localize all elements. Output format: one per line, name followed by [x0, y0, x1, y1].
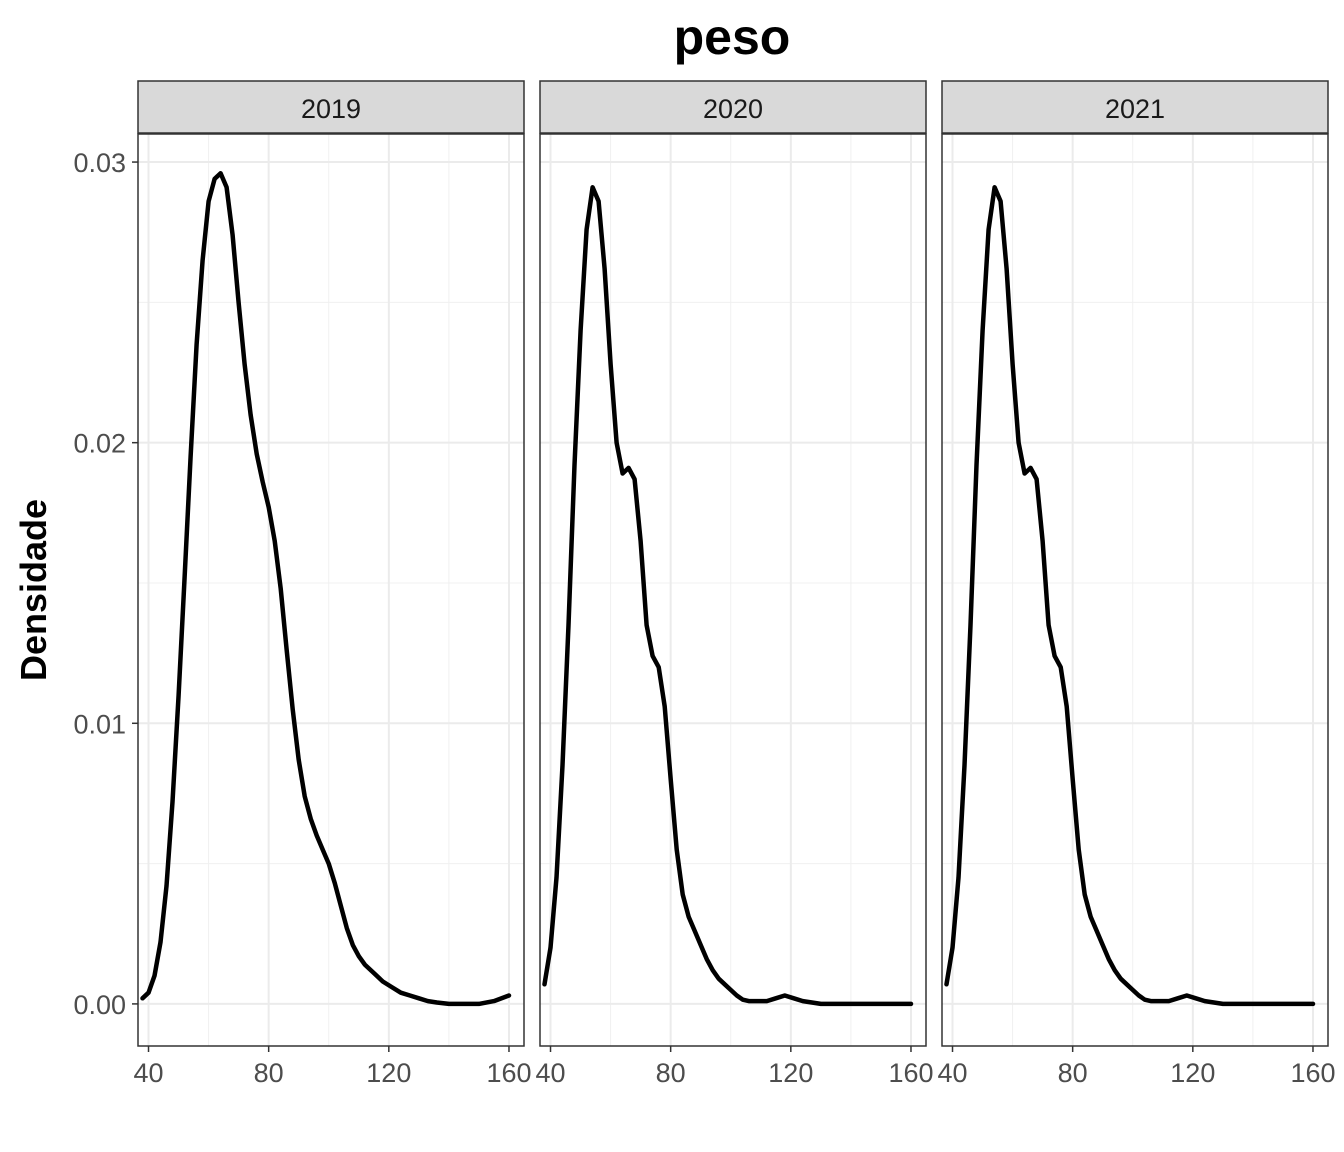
x-tick-label: 80: [1058, 1058, 1088, 1088]
x-tick-label: 120: [1170, 1058, 1215, 1088]
panel-background: [540, 134, 926, 1046]
facet-strip-label: 2021: [1105, 94, 1165, 124]
facet-strip: [137, 80, 525, 134]
x-tick-label: 40: [133, 1058, 163, 1088]
x-tick-label: 160: [486, 1058, 531, 1088]
facet-strip-label: 2019: [301, 94, 361, 124]
y-tick-label: 0.01: [73, 709, 126, 739]
facet-panel-2020: 2020 40 80 120 160: [535, 80, 934, 1088]
panel-background: [138, 134, 524, 1046]
facet-panels: 2019 40 80 120 160 2020 40 80 120 160 2021 40 80 120 1…: [133, 80, 1336, 1088]
density-line-2019: [140, 171, 512, 1007]
panel-border: [539, 133, 927, 1047]
facet-strip: [941, 80, 1329, 134]
x-tick-label: 160: [1290, 1058, 1335, 1088]
x-tick-label: 80: [656, 1058, 686, 1088]
x-tick-label: 120: [768, 1058, 813, 1088]
x-tick-label: 120: [366, 1058, 411, 1088]
x-tick-label: 160: [888, 1058, 933, 1088]
density-line-2021: [944, 185, 1316, 1007]
chart-title: peso: [674, 9, 791, 65]
panel-background: [942, 134, 1328, 1046]
y-axis-label: Densidade: [13, 499, 54, 681]
facet-panel-2021: 2021 40 80 120 160: [937, 80, 1336, 1088]
panel-border: [941, 133, 1329, 1047]
x-tick-label: 40: [937, 1058, 967, 1088]
density-line-2020: [542, 185, 914, 1007]
y-tick-label: 0.03: [73, 148, 126, 178]
x-tick-label: 40: [535, 1058, 565, 1088]
facet-panel-2019: 2019 40 80 120 160: [133, 80, 532, 1088]
x-tick-label: 80: [254, 1058, 284, 1088]
facet-strip-label: 2020: [703, 94, 763, 124]
y-tick-label: 0.00: [73, 990, 126, 1020]
panel-border: [137, 133, 525, 1047]
y-axis: 0.00 0.01 0.02 0.03: [73, 148, 138, 1020]
facet-strip: [539, 80, 927, 134]
y-tick-label: 0.02: [73, 429, 126, 459]
